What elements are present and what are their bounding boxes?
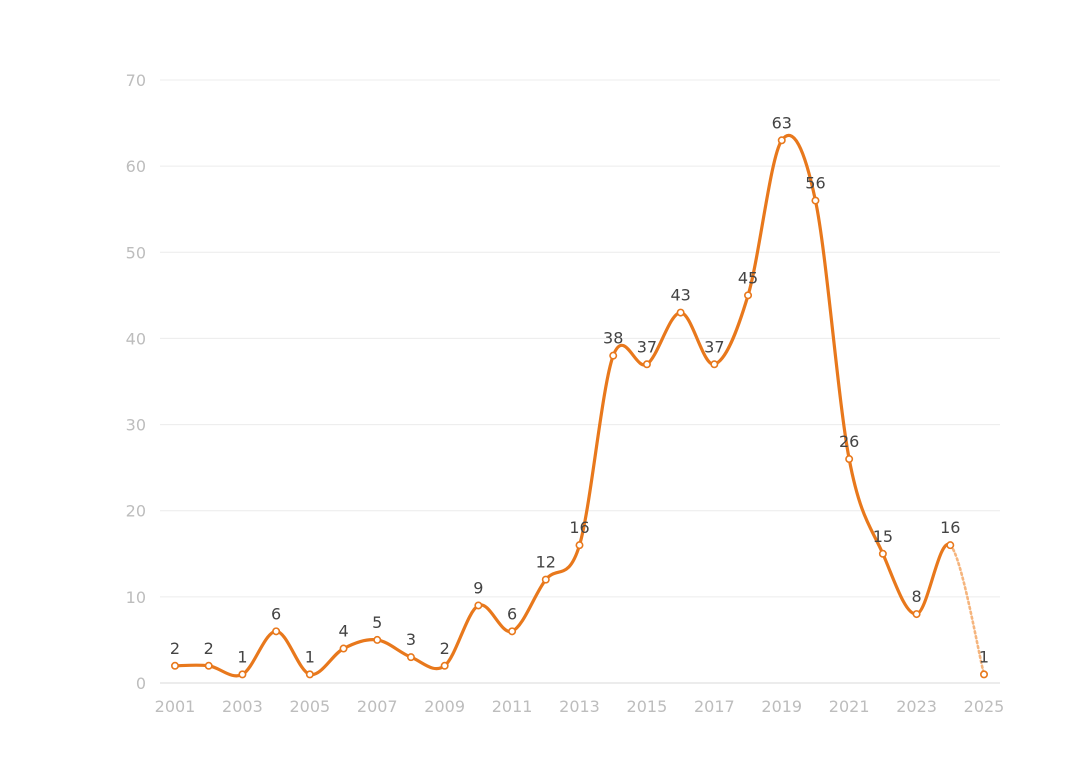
y-tick-label: 20	[126, 502, 146, 521]
x-tick-label: 2017	[694, 697, 735, 716]
data-label: 26	[839, 432, 859, 451]
data-point	[845, 455, 854, 464]
data-label: 5	[372, 613, 382, 632]
data-point	[878, 549, 887, 558]
x-tick-label: 2013	[559, 697, 600, 716]
data-point	[575, 541, 584, 550]
x-tick-label: 2007	[357, 697, 398, 716]
data-point	[710, 360, 719, 369]
data-label: 63	[772, 113, 792, 132]
data-point	[204, 661, 213, 670]
x-tick-label: 2009	[424, 697, 465, 716]
data-label: 1	[979, 647, 989, 666]
data-point	[912, 610, 921, 619]
data-point	[171, 661, 180, 670]
y-tick-label: 30	[126, 416, 146, 435]
data-label: 37	[704, 337, 724, 356]
data-label: 3	[406, 630, 416, 649]
data-point	[373, 635, 382, 644]
data-point	[508, 627, 517, 636]
data-point	[777, 136, 786, 145]
data-label: 4	[338, 622, 348, 641]
data-point	[238, 670, 247, 679]
x-tick-label: 2001	[155, 697, 196, 716]
data-label: 2	[440, 639, 450, 658]
data-point	[305, 670, 314, 679]
x-tick-label: 2003	[222, 697, 263, 716]
data-point	[642, 360, 651, 369]
y-tick-label: 60	[126, 157, 146, 176]
data-point	[272, 627, 281, 636]
data-point	[946, 541, 955, 550]
data-label: 2	[204, 639, 214, 658]
data-point	[744, 291, 753, 300]
x-axis-ticks: 2001 2003 2005 2007 2009 2011 2013 2015 2017 2019…	[155, 697, 1005, 716]
y-tick-label: 50	[126, 243, 146, 262]
data-label: 37	[637, 337, 657, 356]
x-tick-label: 2021	[829, 697, 870, 716]
series-line-projected	[948, 543, 986, 676]
data-label: 15	[873, 527, 893, 546]
data-label: 8	[911, 587, 921, 606]
data-point	[609, 351, 618, 360]
data-label: 45	[738, 268, 758, 287]
data-point	[676, 308, 685, 317]
gridlines	[160, 79, 1000, 684]
data-label: 38	[603, 329, 623, 348]
x-tick-label: 2015	[627, 697, 668, 716]
x-tick-label: 2011	[492, 697, 533, 716]
data-point	[811, 196, 820, 205]
data-point	[474, 601, 483, 610]
x-tick-label: 2005	[289, 697, 330, 716]
data-point	[440, 661, 449, 670]
data-point	[979, 670, 988, 679]
data-label: 12	[536, 553, 556, 572]
data-point	[406, 653, 415, 662]
y-axis-ticks: 0 10 20 30 40 50 60 70	[126, 71, 146, 693]
x-tick-label: 2025	[964, 697, 1005, 716]
y-tick-label: 0	[136, 674, 146, 693]
data-label: 1	[237, 647, 247, 666]
data-label: 9	[473, 578, 483, 597]
data-label: 43	[670, 286, 690, 305]
x-tick-label: 2023	[896, 697, 937, 716]
data-label: 2	[170, 639, 180, 658]
series-line	[173, 133, 952, 678]
data-label: 56	[805, 174, 825, 193]
data-label: 1	[305, 647, 315, 666]
y-tick-label: 40	[126, 329, 146, 348]
data-point	[541, 575, 550, 584]
data-points	[171, 136, 988, 679]
data-label: 16	[569, 518, 589, 537]
series-lines	[173, 133, 986, 678]
data-label: 6	[507, 604, 517, 623]
data-point	[339, 644, 348, 653]
x-tick-label: 2019	[761, 697, 802, 716]
y-tick-label: 10	[126, 588, 146, 607]
data-label: 16	[940, 518, 960, 537]
y-tick-label: 70	[126, 71, 146, 90]
data-label: 6	[271, 604, 281, 623]
